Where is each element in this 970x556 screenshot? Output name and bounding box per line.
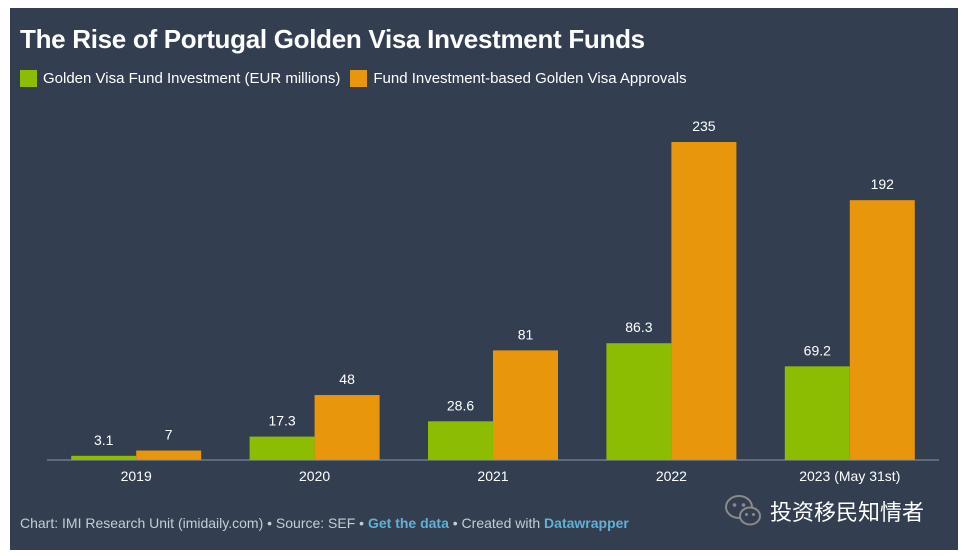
legend-item-investment: Golden Visa Fund Investment (EUR million…: [20, 70, 340, 87]
bar-approvals-0: [136, 450, 202, 460]
data-label-approvals-0: 7: [165, 427, 173, 443]
bar-investment-0: [71, 455, 137, 460]
legend-swatch-investment: [20, 70, 37, 87]
data-label-investment-4: 69.2: [804, 342, 831, 358]
bar-investment-1: [249, 436, 315, 460]
chart-title: The Rise of Portugal Golden Visa Investm…: [20, 24, 645, 54]
footer-source: Chart: IMI Research Unit (imidaily.com) …: [20, 515, 368, 531]
watermark: 投资移民知情者: [724, 494, 924, 528]
data-label-investment-2: 28.6: [447, 397, 474, 413]
get-data-link[interactable]: Get the data: [367, 515, 449, 531]
bar-approvals-3: [671, 142, 737, 460]
bar-approvals-2: [493, 350, 558, 460]
legend-label-investment: Golden Visa Fund Investment (EUR million…: [43, 70, 341, 87]
legend-swatch-approvals: [350, 70, 368, 87]
bar-chart: 3.1 7 2019 17.3 48 2020 28.6 81 2021 86.3 235 2022 6…: [47, 118, 939, 484]
bar-investment-2: [428, 421, 493, 460]
wechat-icon: [725, 495, 761, 526]
x-tick-label-0: 2019: [121, 468, 152, 484]
x-tick-label-1: 2020: [299, 468, 330, 484]
x-tick-label-4: 2023 (May 31st): [799, 468, 900, 484]
datawrapper-link[interactable]: Datawrapper: [544, 515, 629, 531]
bar-investment-3: [606, 343, 672, 460]
data-label-investment-3: 86.3: [625, 319, 652, 335]
bar-approvals-1: [314, 395, 380, 460]
x-tick-label-3: 2022: [656, 468, 687, 484]
legend-item-approvals: Fund Investment-based Golden Visa Approv…: [350, 70, 687, 87]
data-label-investment-1: 17.3: [268, 413, 295, 429]
data-label-approvals-2: 81: [518, 326, 534, 342]
watermark-text: 投资移民知情者: [770, 501, 925, 526]
footer-created: • Created with: [448, 515, 545, 531]
data-label-investment-0: 3.1: [94, 432, 114, 448]
legend-label-approvals: Fund Investment-based Golden Visa Approv…: [373, 70, 687, 87]
data-label-approvals-4: 192: [871, 176, 895, 192]
x-tick-label-2: 2021: [477, 468, 508, 484]
bar-approvals-4: [849, 200, 915, 460]
bar-investment-4: [784, 366, 850, 460]
legend: Golden Visa Fund Investment (EUR million…: [20, 70, 697, 87]
data-label-approvals-1: 48: [339, 371, 355, 387]
chart-panel: The Rise of Portugal Golden Visa Investm…: [10, 8, 958, 550]
footer-credits: Chart: IMI Research Unit (imidaily.com) …: [20, 515, 629, 531]
data-label-approvals-3: 235: [692, 118, 716, 134]
